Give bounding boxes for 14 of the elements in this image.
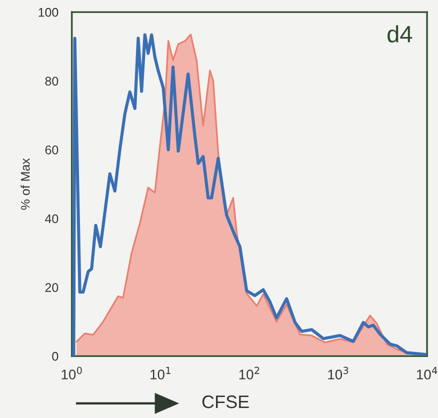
y-axis-title: % of Max	[20, 158, 30, 210]
x-tick-label: 10$^{1}$	[150, 366, 170, 380]
y-tick-label: 20	[45, 283, 58, 292]
y-tick-label: 80	[45, 76, 58, 86]
x-axis-title: CFSE	[202, 395, 249, 408]
x-tick-label: 10$^{4}$	[417, 366, 438, 380]
y-tick-label: 0	[52, 352, 58, 361]
y-tick-label: 60	[45, 146, 58, 154]
y-tick-label: 40	[45, 214, 58, 224]
x-tick-label: 10$^{0}$	[62, 366, 82, 380]
x-tick-label: 10$^{3}$	[328, 366, 348, 380]
x-tick-label: 10$^{2}$	[239, 366, 260, 380]
y-tick-label: 100	[38, 8, 58, 17]
annotation: d4	[388, 25, 412, 43]
